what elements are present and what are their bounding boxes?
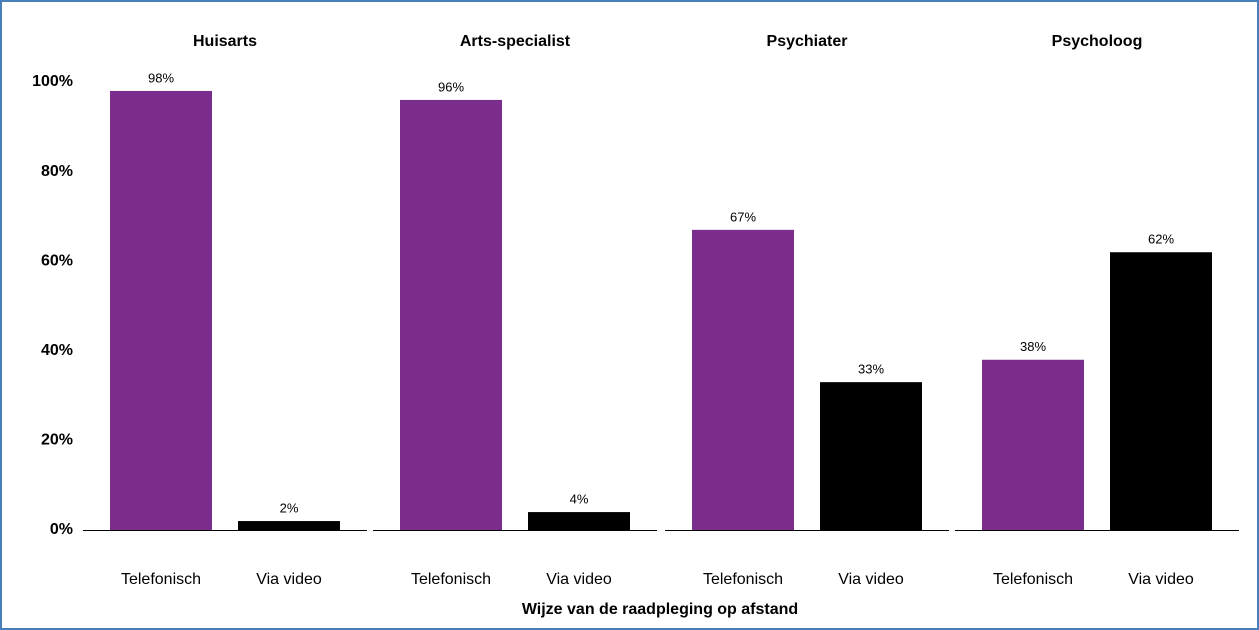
y-tick-label: 60% [41,252,73,269]
bar [238,521,340,530]
y-tick-label: 100% [32,73,73,90]
value-label: 4% [570,492,589,507]
x-tick-label: Via video [838,571,904,588]
panel-title: Huisarts [193,33,257,50]
x-tick-label: Telefonisch [121,571,201,588]
bar [110,90,212,531]
value-label: 96% [438,79,464,94]
bar [692,229,794,530]
value-label: 98% [148,70,174,85]
bar [528,512,630,530]
x-axis-label: Wijze van de raadpleging op afstand [522,601,798,618]
value-label: 67% [730,209,756,224]
x-tick-label: Telefonisch [411,571,491,588]
x-tick-label: Telefonisch [993,571,1073,588]
bar [982,359,1084,530]
panel-title: Psycholoog [1052,33,1143,50]
x-tick-label: Via video [1128,571,1194,588]
value-label: 38% [1020,339,1046,354]
bar [400,99,502,531]
y-tick-label: 40% [41,342,73,359]
panel-title: Arts-specialist [460,33,571,50]
y-tick-label: 0% [50,521,73,538]
x-tick-label: Via video [256,571,322,588]
x-tick-label: Via video [546,571,612,588]
value-label: 2% [280,500,299,515]
value-label: 33% [858,362,884,377]
x-tick-label: Telefonisch [703,571,783,588]
bar [1110,252,1212,531]
y-tick-label: 20% [41,432,73,449]
bar [820,382,922,530]
y-tick-label: 80% [41,163,73,180]
panel-title: Psychiater [767,33,848,50]
value-label: 62% [1148,232,1174,247]
